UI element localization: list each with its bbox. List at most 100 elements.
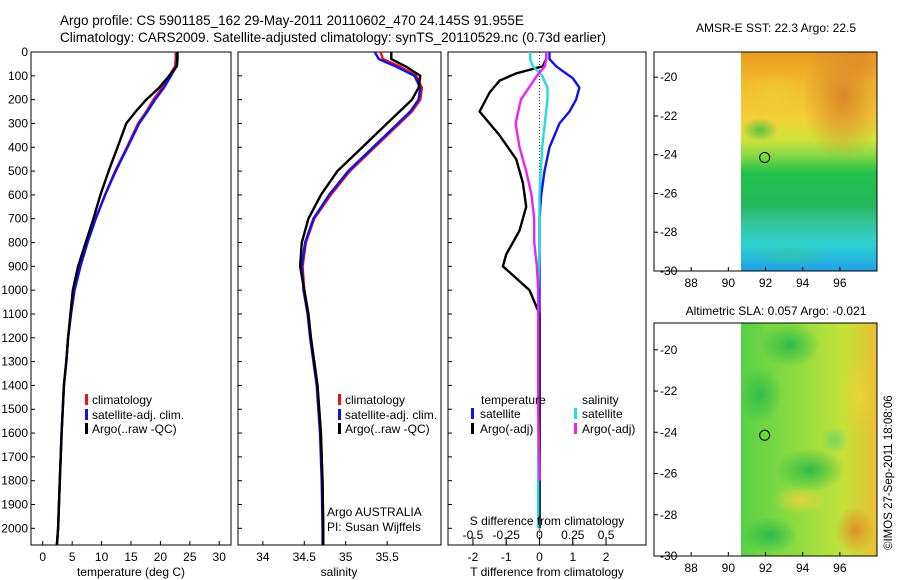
depth-tick-label: 700	[8, 212, 28, 226]
temperature-x-label: temperature (deg C)	[77, 565, 185, 579]
difference-series	[478, 52, 581, 529]
salinity-legend: climatology satellite-adj. clim. Argo(..…	[338, 393, 437, 436]
legend-swatch-s-argo	[574, 423, 577, 434]
x-tick-label: 5	[69, 550, 76, 564]
x-tick-label: 10	[95, 550, 109, 564]
depth-tick-label: 1300	[1, 355, 28, 369]
depth-tick-label: 1900	[1, 498, 28, 512]
x-tick-label: 0	[536, 550, 543, 564]
x-tick-label: -2	[468, 550, 479, 564]
depth-ticks: 0 100 200 300 400 500 600 700 800 900 1000 1100 1200…	[1, 45, 35, 535]
lat-tick-label: -24	[660, 425, 678, 439]
legend-label-climatology: climatology	[345, 393, 405, 407]
legend-label-argo: Argo(..raw -QC)	[345, 422, 430, 436]
legend-label-satellite: satellite-adj. clim.	[92, 408, 184, 422]
sst-heatmap	[741, 52, 877, 271]
legend-label-t-argo: Argo(-adj)	[480, 422, 533, 436]
series-line-satellite-adj-clim	[55, 52, 179, 546]
title-line-1: Argo profile: CS 5901185_162 29-May-2011…	[60, 13, 524, 28]
x-tick-label: 35	[339, 550, 353, 564]
lon-tick-label: 94	[796, 276, 810, 290]
legend-label-climatology: climatology	[92, 393, 152, 407]
lat-tick-label: -22	[660, 109, 678, 123]
temperature-legend: climatology satellite-adj. clim. Argo(..…	[85, 393, 184, 436]
lat-tick-label: -24	[660, 148, 678, 162]
depth-tick-label: 1200	[1, 331, 28, 345]
imos-credit: ©IMOS 27-Sep-2011 18:08:06	[883, 395, 895, 550]
sla-map-panel: Altimetric SLA: 0.057 Argo: -0.021 88 90 9…	[653, 304, 878, 575]
difference-legend: temperature satellite Argo(-adj) salinit…	[471, 393, 635, 436]
x-tick-label: 0	[39, 550, 46, 564]
s-tick-label: 0.5	[598, 528, 615, 542]
temperature-x-ticks: 0 5 10 15 20 25 30	[39, 541, 226, 564]
lon-tick-label: 90	[722, 276, 736, 290]
lat-tick-label: -28	[660, 508, 678, 522]
salinity-x-label: salinity	[321, 565, 358, 579]
difference-axes-frame	[447, 51, 647, 546]
series-line-satellite-adj-clim	[300, 51, 422, 545]
depth-tick-label: 300	[8, 116, 28, 130]
lon-tick-label: 96	[833, 276, 847, 290]
depth-tick-label: 2000	[1, 521, 28, 535]
argo-location-marker	[759, 152, 771, 164]
depth-tick-label: 0	[21, 45, 28, 59]
legend-swatch-satellite	[338, 409, 341, 420]
lat-tick-label: -28	[660, 225, 678, 239]
depth-tick-label: 1400	[1, 378, 28, 392]
x-tick-label: 15	[124, 550, 138, 564]
x-tick-label: 20	[154, 550, 168, 564]
lon-tick-label: 92	[759, 561, 773, 575]
depth-tick-label: 500	[8, 164, 28, 178]
s-tick-label: -0.25	[493, 528, 521, 542]
depth-tick-label: 200	[8, 93, 28, 107]
lon-tick-label: 96	[833, 561, 847, 575]
legend-group-salinity: salinity	[582, 393, 619, 407]
x-tick-label: 35.5	[375, 550, 399, 564]
depth-tick-label: 600	[8, 188, 28, 202]
series-line-temperature-argo-adj	[478, 52, 548, 529]
sla-map-ticks: 88 90 92 94 96 -20 -22 -24 -26 -28 -30	[654, 343, 847, 575]
argo-location-marker	[759, 429, 771, 441]
legend-group-temperature: temperature	[481, 393, 546, 407]
depth-tick-label: 1100	[2, 307, 28, 321]
argo-pi-label: PI: Susan Wijffels	[327, 520, 421, 534]
sst-map-title: AMSR-E SST: 22.3 Argo: 22.5	[696, 21, 856, 35]
x-tick-label: 34	[256, 550, 270, 564]
depth-tick-label: 1700	[1, 450, 28, 464]
salinity-axes-frame	[237, 51, 442, 546]
x-tick-label: 25	[183, 550, 197, 564]
s-tick-label: -0.5	[463, 528, 484, 542]
temperature-panel: 0100200300400500600700800900100011001200…	[1, 45, 232, 579]
legend-label-s-argo: Argo(-adj)	[582, 422, 635, 436]
legend-swatch-t-argo	[471, 423, 474, 434]
salinity-x-ticks: 34 34.5 35 35.5	[238, 51, 399, 564]
depth-tick-label: 800	[8, 236, 28, 250]
lon-tick-label: 88	[684, 276, 698, 290]
depth-tick-label: 1800	[1, 474, 28, 488]
legend-label-satellite: satellite-adj. clim.	[345, 408, 437, 422]
legend-label-t-satellite: satellite	[480, 407, 521, 421]
argo-program-label: Argo AUSTRALIA	[327, 505, 422, 519]
legend-swatch-climatology	[85, 394, 88, 405]
depth-tick-label: 1600	[1, 426, 28, 440]
lat-tick-label: -26	[660, 467, 678, 481]
s-tick-label: 0.25	[561, 528, 585, 542]
lon-tick-label: 94	[796, 561, 810, 575]
legend-swatch-climatology	[338, 394, 341, 405]
x-tick-label: 1	[569, 550, 576, 564]
lat-tick-label: -20	[660, 343, 678, 357]
legend-swatch-argo	[338, 423, 341, 434]
depth-tick-label: 1500	[1, 402, 28, 416]
sst-map-panel: AMSR-E SST: 22.3 Argo: 22.5 88 90 92 94 96 -2…	[653, 21, 878, 290]
legend-swatch-t-satellite	[471, 408, 474, 419]
series-line-climatology	[55, 52, 177, 546]
s-difference-label: S difference from climatology	[470, 514, 625, 528]
depth-tick-label: 1000	[1, 283, 28, 297]
salinity-series	[298, 51, 424, 545]
x-tick-label: 2	[603, 550, 610, 564]
lon-tick-label: 90	[722, 561, 736, 575]
legend-label-argo: Argo(..raw -QC)	[92, 422, 177, 436]
x-tick-label: 34.5	[293, 550, 317, 564]
series-line-salinity-argo-adj	[514, 52, 548, 481]
